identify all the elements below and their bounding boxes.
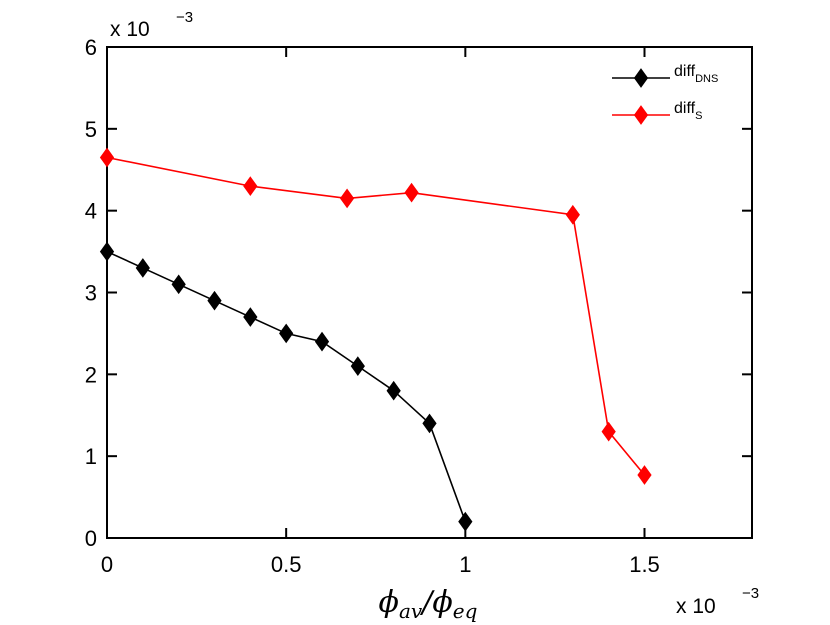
series-0-point [279,323,294,344]
series-0-point [171,274,186,295]
series-1-point [99,147,115,168]
series-1-point [404,182,419,203]
series-0-point [350,356,365,377]
y-axis-multiplier: x 10 [110,18,150,41]
series-1-point [565,204,580,225]
x-tick-label: 0 [101,552,113,577]
y-tick-label: 4 [85,199,97,224]
series-0-point [243,307,258,327]
x-axis-multiplier-exponent: −3 [742,585,759,602]
series-0-point [422,413,437,434]
y-tick-label: 0 [85,526,97,551]
y-tick-label: 1 [85,444,97,469]
x-axis-multiplier: x 10 [676,595,716,618]
series-1-point [243,176,258,196]
x-tick-label: 1 [459,552,471,577]
series-1-point [601,421,616,442]
legend-label-1: diffS [674,100,702,122]
legend-marker-0 [633,68,649,88]
series-1-point [637,465,652,485]
series-0-point [386,380,401,401]
plot-frame [106,46,753,539]
x-axis-label: ϕav/ϕeq [379,585,478,623]
x-tick-label: 1.5 [629,552,660,577]
y-tick-label: 2 [85,362,97,387]
y-axis-multiplier-exponent: −3 [176,9,193,26]
series-0-point [314,331,330,352]
y-tick-label: 5 [85,117,97,142]
y-tick-label: 6 [85,35,97,60]
x-tick-label: 0.5 [271,552,302,577]
series-1-line [106,156,646,476]
series-0-point [99,241,115,262]
series-0-point [207,290,222,311]
y-tick-label: 3 [85,281,97,306]
series-0-line [106,250,467,522]
series-0-point [458,511,473,532]
legend-marker-1 [633,105,649,125]
legend-label-0: diffDNS [674,63,718,85]
series-0-point [135,258,150,278]
series-1-point [339,188,355,209]
